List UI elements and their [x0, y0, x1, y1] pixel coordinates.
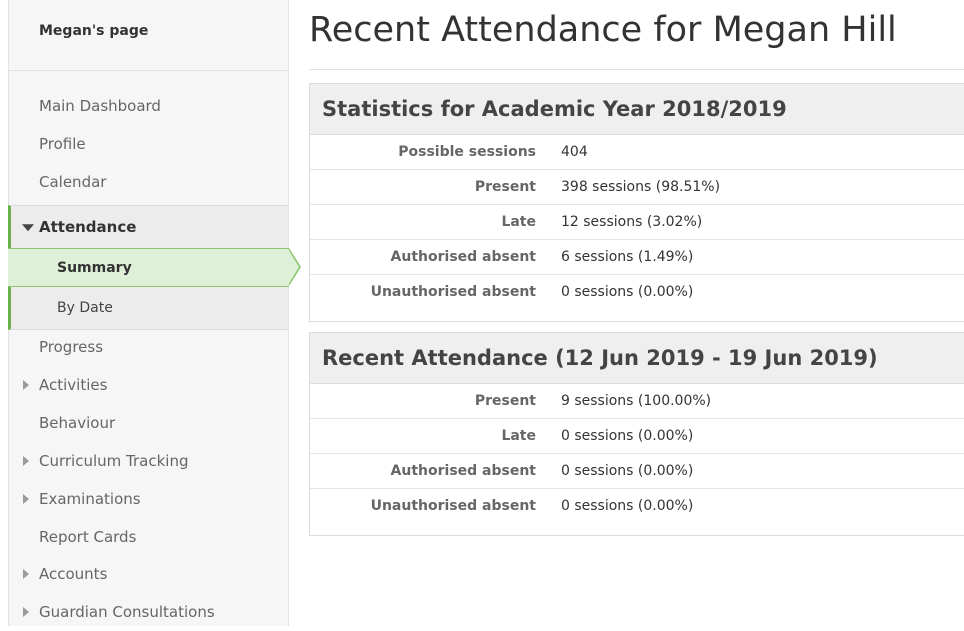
year-statistics-panel: Statistics for Academic Year 2018/2019 P… [309, 83, 964, 322]
stats-label: Unauthorised absent [370, 498, 536, 514]
stats-row: Late 0 sessions (0.00%) [310, 419, 964, 454]
sidebar-item-label: Activities [39, 376, 108, 394]
sidebar-item-label: Behaviour [39, 414, 116, 432]
sidebar-subitem-by-date[interactable]: By Date [11, 289, 288, 327]
sidebar-item-attendance[interactable]: Attendance [11, 206, 288, 247]
sidebar-item-main-dashboard[interactable]: Main Dashboard [9, 87, 288, 125]
sidebar-item-report-cards[interactable]: Report Cards [9, 518, 288, 556]
stats-row: Late 12 sessions (3.02%) [310, 205, 964, 240]
caret-down-icon [22, 223, 34, 231]
page-title: Recent Attendance for Megan Hill [309, 10, 897, 50]
sidebar-item-label: Accounts [39, 565, 108, 583]
panel-header: Statistics for Academic Year 2018/2019 [310, 84, 964, 135]
sidebar-item-label: Report Cards [39, 528, 137, 546]
stats-row: Unauthorised absent 0 sessions (0.00%) [310, 275, 964, 309]
stats-label: Late [501, 428, 536, 444]
sidebar-item-behaviour[interactable]: Behaviour [9, 404, 288, 442]
panel-header: Recent Attendance (12 Jun 2019 - 19 Jun … [310, 333, 964, 384]
title-divider [309, 69, 964, 70]
recent-attendance-panel: Recent Attendance (12 Jun 2019 - 19 Jun … [309, 332, 964, 536]
sidebar-divider [9, 70, 288, 71]
stats-label: Authorised absent [390, 463, 536, 479]
caret-right-icon [23, 380, 29, 390]
panel-heading: Recent Attendance (12 Jun 2019 - 19 Jun … [322, 346, 878, 370]
stats-value: 0 sessions (0.00%) [561, 463, 694, 479]
stats-row: Unauthorised absent 0 sessions (0.00%) [310, 489, 964, 523]
stats-value: 9 sessions (100.00%) [561, 393, 712, 409]
stats-table: Present 9 sessions (100.00%) Late 0 sess… [310, 384, 964, 535]
stats-row: Authorised absent 0 sessions (0.00%) [310, 454, 964, 489]
stats-table: Possible sessions 404 Present 398 sessio… [310, 135, 964, 321]
sidebar-subitem-label: By Date [57, 300, 113, 316]
sidebar-item-label: Main Dashboard [39, 97, 161, 115]
caret-right-icon [23, 607, 29, 617]
sidebar-subitem-summary[interactable]: Summary [8, 248, 301, 287]
sidebar-title: Megan's page [39, 23, 149, 39]
stats-label: Present [474, 393, 536, 409]
sidebar-item-activities[interactable]: Activities [9, 366, 288, 404]
sidebar-item-examinations[interactable]: Examinations [9, 480, 288, 518]
stats-row: Possible sessions 404 [310, 135, 964, 170]
stats-label: Present [474, 179, 536, 195]
stats-value: 0 sessions (0.00%) [561, 428, 694, 444]
sidebar-item-label: Examinations [39, 490, 141, 508]
stats-value: 6 sessions (1.49%) [561, 249, 694, 265]
stats-value: 404 [561, 144, 588, 160]
sidebar-item-label: Profile [39, 135, 86, 153]
sidebar-item-profile[interactable]: Profile [9, 125, 288, 163]
stats-row: Present 9 sessions (100.00%) [310, 384, 964, 419]
attendance-section: Attendance Summary By Date [8, 205, 301, 330]
stats-label: Late [501, 214, 536, 230]
stats-value: 12 sessions (3.02%) [561, 214, 703, 230]
stats-label: Possible sessions [398, 144, 536, 160]
sidebar-item-accounts[interactable]: Accounts [9, 555, 288, 593]
sidebar-item-guardian-consultations[interactable]: Guardian Consultations [9, 593, 288, 631]
stats-label: Unauthorised absent [370, 284, 536, 300]
sidebar-subitem-label: Summary [57, 259, 132, 276]
caret-right-icon [23, 569, 29, 579]
caret-right-icon [23, 494, 29, 504]
sidebar-item-curriculum-tracking[interactable]: Curriculum Tracking [9, 442, 288, 480]
sidebar-item-label: Attendance [39, 217, 137, 236]
sidebar: Megan's page Main Dashboard Profile Cale… [8, 0, 301, 626]
panel-heading: Statistics for Academic Year 2018/2019 [322, 97, 787, 121]
stats-row: Present 398 sessions (98.51%) [310, 170, 964, 205]
sidebar-item-label: Guardian Consultations [39, 603, 215, 621]
stats-row: Authorised absent 6 sessions (1.49%) [310, 240, 964, 275]
sidebar-item-label: Calendar [39, 173, 107, 191]
sidebar-item-label: Progress [39, 338, 104, 356]
sidebar-item-label: Curriculum Tracking [39, 452, 189, 470]
stats-value: 398 sessions (98.51%) [561, 179, 721, 195]
active-pointer-fill [288, 249, 299, 285]
stats-value: 0 sessions (0.00%) [561, 498, 694, 514]
sidebar-item-calendar[interactable]: Calendar [9, 163, 288, 201]
stats-value: 0 sessions (0.00%) [561, 284, 694, 300]
caret-right-icon [23, 456, 29, 466]
stats-label: Authorised absent [390, 249, 536, 265]
sidebar-item-progress[interactable]: Progress [9, 328, 288, 366]
